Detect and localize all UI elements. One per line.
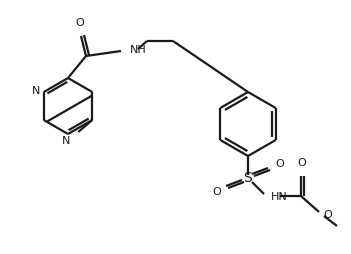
Text: NH: NH	[130, 45, 147, 55]
Text: O: O	[323, 210, 332, 220]
Text: O: O	[275, 159, 284, 169]
Text: HN: HN	[271, 192, 288, 202]
Text: O: O	[298, 158, 306, 168]
Text: S: S	[244, 171, 252, 185]
Text: N: N	[31, 86, 40, 96]
Text: O: O	[75, 18, 84, 28]
Text: O: O	[212, 187, 221, 197]
Text: N: N	[62, 136, 70, 146]
